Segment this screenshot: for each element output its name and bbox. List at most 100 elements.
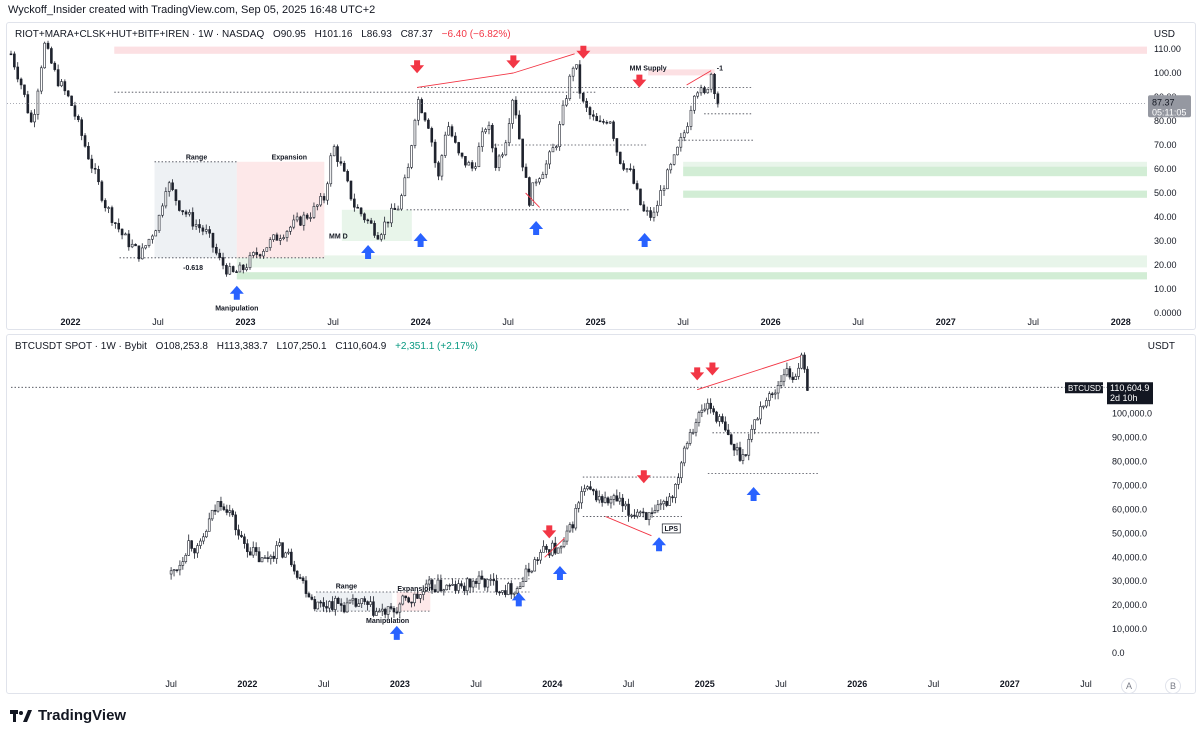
candle-body xyxy=(178,565,182,571)
candle-body xyxy=(174,189,178,201)
candle-body xyxy=(447,126,450,136)
red-arrow-down-icon xyxy=(636,470,651,484)
candle-body xyxy=(77,115,80,121)
candle-body xyxy=(237,529,240,536)
candle-body xyxy=(521,138,524,168)
candle-body xyxy=(213,509,217,512)
zone-demand_light xyxy=(683,161,1147,167)
candle-body xyxy=(700,409,704,413)
candle-body xyxy=(219,501,223,508)
candle-body xyxy=(574,508,578,529)
candle-body xyxy=(511,99,514,124)
blue-arrow-up-icon xyxy=(746,487,761,502)
trendline xyxy=(525,192,540,208)
candle-body xyxy=(556,547,560,554)
candle-body xyxy=(530,570,534,573)
candle-body xyxy=(117,222,121,230)
btc-currency[interactable]: USDT xyxy=(1147,341,1175,352)
candle-body xyxy=(517,114,521,140)
blue-arrow-up-icon xyxy=(413,233,428,247)
candle-body xyxy=(712,408,715,413)
candle-body xyxy=(612,121,615,139)
candle-body xyxy=(518,586,522,589)
y-tick-label: 60.00 xyxy=(1154,164,1177,174)
btc-chart-svg[interactable]: Range Expansion Manipulation LPS 100,000.0 90… xyxy=(7,335,1195,693)
candle-body xyxy=(196,545,199,554)
candle-body xyxy=(696,92,699,97)
y-tick-label: 50.00 xyxy=(1154,188,1177,198)
candle-body xyxy=(460,152,464,157)
candle-body xyxy=(161,205,164,216)
chart-panel-btc[interactable]: Range Expansion Manipulation LPS 100,000.0 90… xyxy=(6,334,1196,694)
candle-body xyxy=(339,603,343,606)
chart-annotation: MM D xyxy=(329,234,348,241)
basket-currency[interactable]: USD xyxy=(1153,29,1175,40)
candle-body xyxy=(29,112,33,123)
candle-body xyxy=(688,432,692,444)
candle-body xyxy=(46,42,50,49)
candle-body xyxy=(656,504,660,511)
auto-scale-button[interactable]: A xyxy=(1121,678,1137,693)
candle-body xyxy=(63,81,67,92)
candle-body xyxy=(319,601,322,604)
candle-body xyxy=(650,512,654,514)
candle-body xyxy=(204,531,208,538)
log-scale-button[interactable]: B xyxy=(1165,678,1181,693)
candle-body xyxy=(222,506,226,510)
candle-body xyxy=(413,119,417,146)
candle-body xyxy=(498,591,501,594)
candle-body xyxy=(363,598,366,602)
x-tick-label: Jul xyxy=(502,317,514,327)
basket-low: L86.93 xyxy=(361,29,392,40)
candle-body xyxy=(803,354,806,370)
candle-body xyxy=(448,584,451,587)
candle-body xyxy=(194,224,198,227)
candle-body xyxy=(460,583,463,587)
candle-body xyxy=(144,245,147,249)
chart-annotation: MM Supply xyxy=(630,66,667,73)
candle-body xyxy=(729,434,733,445)
basket-symbol: RIOT+MARA+CLSK+HUT+BITF+IREN xyxy=(15,29,190,40)
chart-panel-basket[interactable]: Range Expansion MM D -0.618 Manipulation MM S… xyxy=(6,22,1196,330)
candle-body xyxy=(386,221,390,224)
candle-body xyxy=(468,578,472,588)
candle-body xyxy=(278,238,282,241)
candle-body xyxy=(175,569,179,572)
candle-body xyxy=(542,545,545,553)
candle-body xyxy=(134,243,137,247)
chart-annotation: Range xyxy=(336,583,358,590)
candle-body xyxy=(312,206,316,218)
candle-body xyxy=(753,419,756,430)
chart-annotation: -0.618 xyxy=(183,265,203,272)
candle-body xyxy=(187,540,191,556)
x-tick-label: 2027 xyxy=(1000,679,1020,689)
basket-chart-svg[interactable]: Range Expansion MM D -0.618 Manipulation MM S… xyxy=(7,23,1195,329)
candle-body xyxy=(39,67,43,92)
candle-body xyxy=(221,257,225,266)
candle-body xyxy=(284,552,287,558)
candle-body xyxy=(184,555,188,562)
candle-body xyxy=(507,123,511,144)
btc-close: C110,604.9 xyxy=(335,341,387,352)
candle-body xyxy=(298,577,302,579)
candle-body xyxy=(199,540,202,546)
y-tick-label: 10,000.0 xyxy=(1112,624,1147,634)
x-tick-label: 2024 xyxy=(411,317,431,327)
candle-body xyxy=(167,182,171,192)
candle-body xyxy=(130,243,134,248)
btc-open: O108,253.8 xyxy=(155,341,208,352)
candle-body xyxy=(198,224,201,229)
candle-body xyxy=(290,551,293,566)
candle-body xyxy=(238,264,242,273)
candle-body xyxy=(313,599,317,610)
candle-body xyxy=(627,503,630,516)
candle-body xyxy=(110,207,114,223)
chart-annotation: Expansion xyxy=(272,154,307,161)
candle-body xyxy=(383,608,387,615)
last-price-value: 110,604.9 xyxy=(1110,383,1149,393)
btc-low: L107,250.1 xyxy=(276,341,327,352)
candle-body xyxy=(671,496,674,499)
candle-body xyxy=(246,543,249,553)
candle-body xyxy=(450,126,454,137)
candle-body xyxy=(393,207,397,210)
